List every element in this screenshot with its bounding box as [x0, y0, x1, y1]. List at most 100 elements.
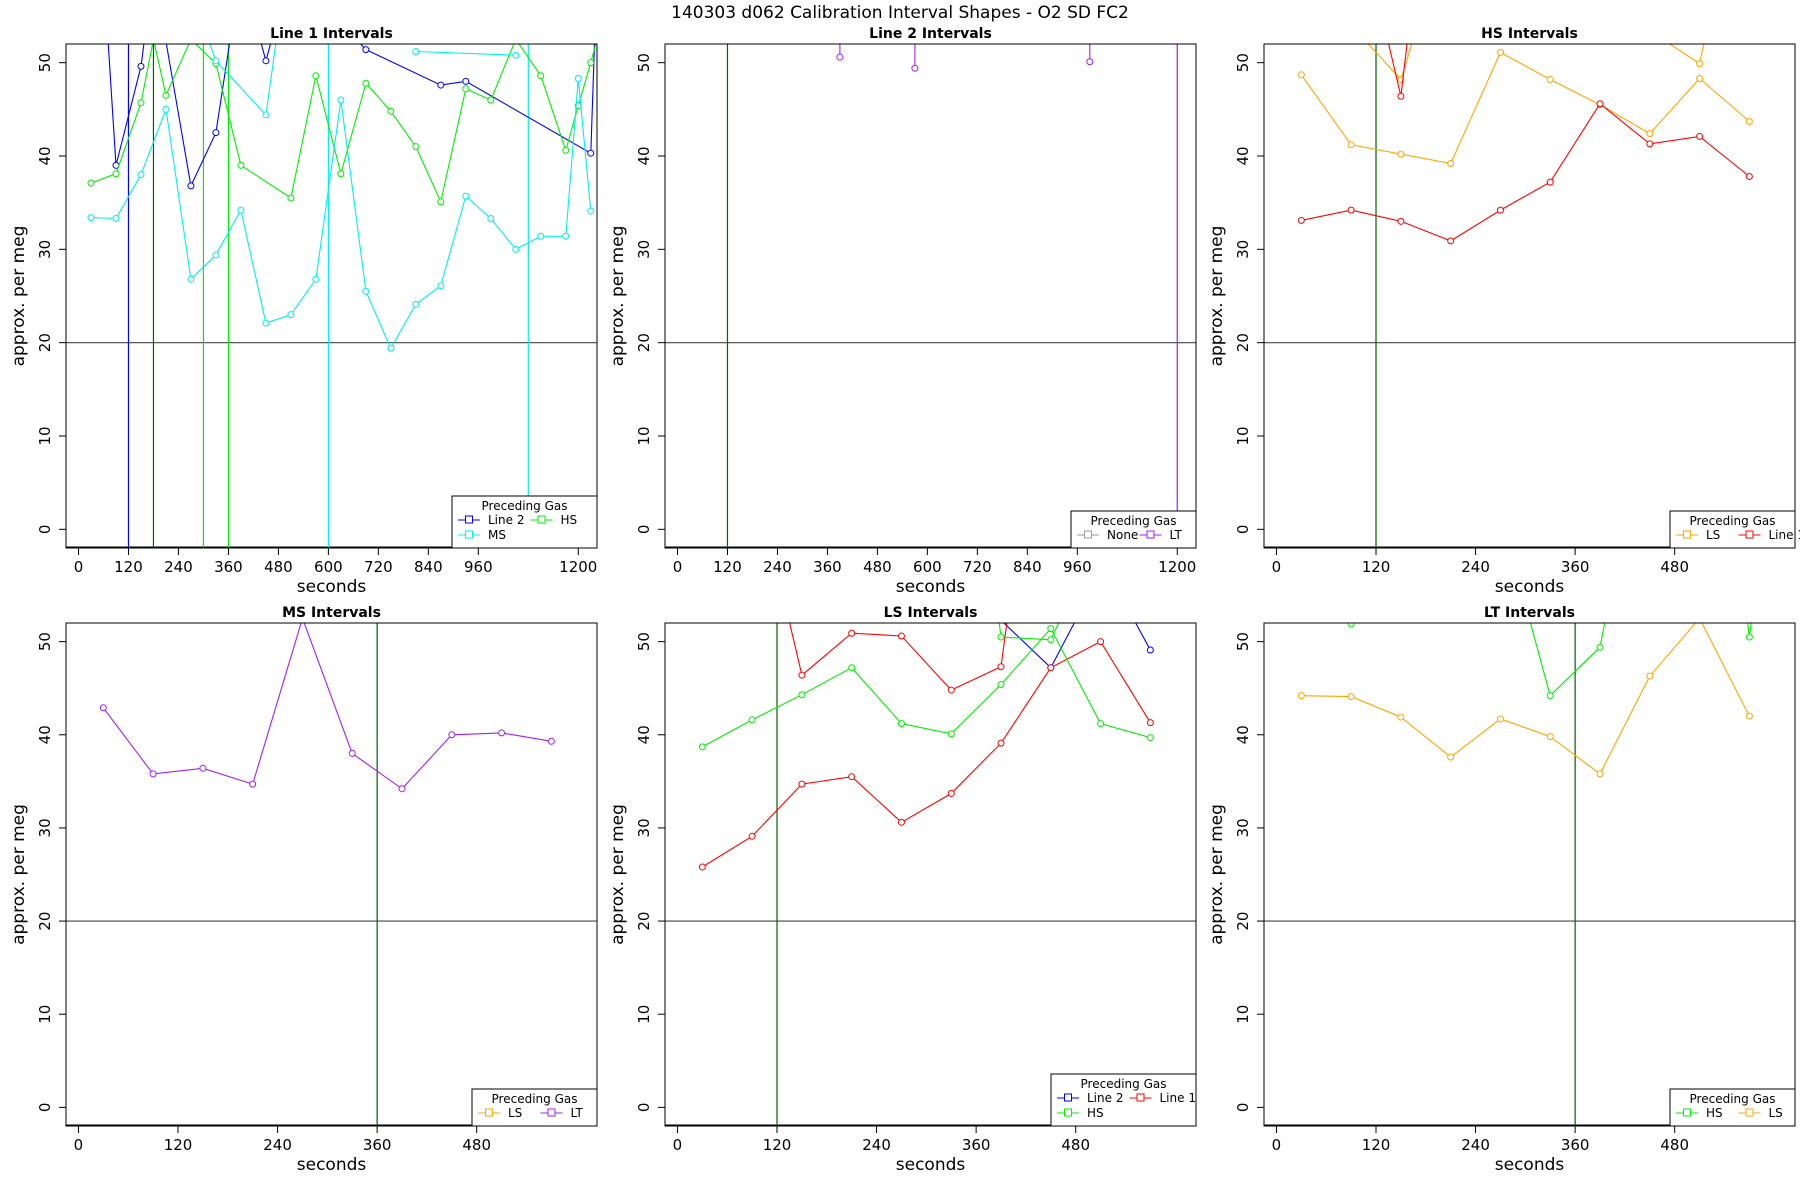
data-point	[137, 171, 145, 179]
y-tick-label: 40	[635, 725, 653, 744]
data-point	[237, 161, 245, 169]
x-tick-label: 360	[1561, 1136, 1590, 1154]
data-point	[1496, 206, 1504, 214]
series-line	[90, 78, 592, 350]
data-point	[387, 344, 395, 352]
data-point	[1596, 770, 1604, 778]
legend-entry-label: Line 1	[1769, 528, 1800, 542]
data-point	[897, 720, 905, 728]
data-point	[562, 232, 570, 240]
data-point	[199, 764, 207, 772]
data-point	[448, 731, 456, 739]
data-point	[562, 146, 570, 154]
data-point	[212, 129, 220, 137]
data-point	[262, 111, 270, 119]
legend-key-marker	[1064, 1108, 1072, 1117]
data-point	[362, 287, 370, 295]
data-point	[287, 194, 295, 202]
data-point	[911, 64, 919, 72]
series-line	[702, 627, 1151, 748]
legend-box	[1050, 1073, 1197, 1127]
data-point	[237, 206, 245, 214]
x-tick-label: 600	[314, 558, 343, 576]
y-tick-label: 20	[635, 333, 653, 352]
data-point	[1745, 117, 1753, 125]
data-point	[1347, 693, 1355, 701]
plot-frame	[1263, 622, 1796, 1127]
data-point	[947, 730, 955, 738]
data-point	[412, 300, 420, 308]
series-line	[1300, 51, 1750, 165]
data-point	[1646, 672, 1654, 680]
data-point	[312, 275, 320, 283]
legend-key-marker	[485, 1108, 493, 1117]
legend-key-marker	[1745, 1108, 1754, 1117]
data-point	[249, 780, 257, 788]
legend-box	[1669, 510, 1796, 549]
data-point	[162, 91, 170, 99]
data-point	[1347, 623, 1355, 628]
legend-entry-label: LS	[508, 1106, 522, 1120]
plot-frame	[1263, 43, 1796, 549]
data-point	[1297, 71, 1305, 79]
x-axis-label: seconds	[896, 1155, 966, 1175]
plot-frame	[664, 622, 1197, 1127]
data-point	[162, 105, 170, 113]
data-point	[997, 680, 1005, 688]
legend-key-marker	[1064, 1093, 1072, 1102]
data-point	[312, 72, 320, 80]
data-point	[498, 729, 506, 737]
legend-key-marker	[1146, 530, 1155, 539]
data-point	[462, 77, 470, 85]
x-axis-label: seconds	[297, 577, 367, 597]
data-point	[1546, 178, 1554, 186]
x-tick-label: 1200	[559, 558, 597, 576]
series-line	[1388, 44, 1408, 97]
data-point	[87, 214, 95, 222]
x-tick-label: 120	[164, 1136, 193, 1154]
data-point	[1646, 140, 1654, 148]
data-point	[1546, 692, 1554, 700]
data-point	[337, 170, 345, 178]
data-point	[462, 192, 470, 200]
legend-entry-label: HS	[561, 513, 578, 527]
data-point	[487, 96, 495, 104]
chart-panel-4: MS Intervals 0 120 240 360 480 0 10 20 30 40 50 seco…	[9, 605, 598, 1175]
legend-title: Preceding Gas	[492, 1092, 578, 1106]
data-point	[437, 81, 445, 89]
y-axis-label: approx. per meg	[608, 804, 628, 945]
data-point	[112, 215, 120, 223]
x-tick-label: 360	[214, 558, 243, 576]
y-tick-label: 10	[635, 1005, 653, 1024]
data-point	[997, 633, 1005, 641]
y-tick-label: 50	[635, 53, 653, 72]
data-point	[1146, 734, 1154, 742]
data-point	[1047, 664, 1055, 672]
x-tick-label: 120	[713, 558, 742, 576]
data-point	[362, 79, 370, 87]
chart-panel-2: Line 2 Intervals 0 120 240 360 480 600 720 840 96…	[608, 26, 1197, 597]
legend-title: Preceding Gas	[1690, 514, 1776, 528]
legend-box	[471, 1088, 598, 1127]
series-line	[702, 640, 1151, 868]
plot-area	[66, 44, 597, 548]
y-tick-label: 30	[36, 240, 54, 259]
y-tick-label: 30	[36, 818, 54, 837]
data-point	[1696, 132, 1704, 140]
legend-entry-label: LS	[1769, 1106, 1783, 1120]
data-point	[1745, 173, 1753, 181]
legend-title: Preceding Gas	[1690, 1092, 1776, 1106]
data-point	[1347, 141, 1355, 149]
x-tick-label: 120	[1362, 558, 1391, 576]
data-point	[1397, 217, 1405, 225]
data-point	[748, 716, 756, 724]
series-line	[102, 623, 552, 790]
data-point	[412, 143, 420, 151]
data-point	[512, 245, 520, 253]
legend-key-marker	[1683, 1108, 1691, 1117]
legend-entry-label: MS	[488, 528, 506, 542]
legend-entry-label: Line 2	[1087, 1091, 1123, 1105]
y-tick-label: 50	[36, 53, 54, 72]
